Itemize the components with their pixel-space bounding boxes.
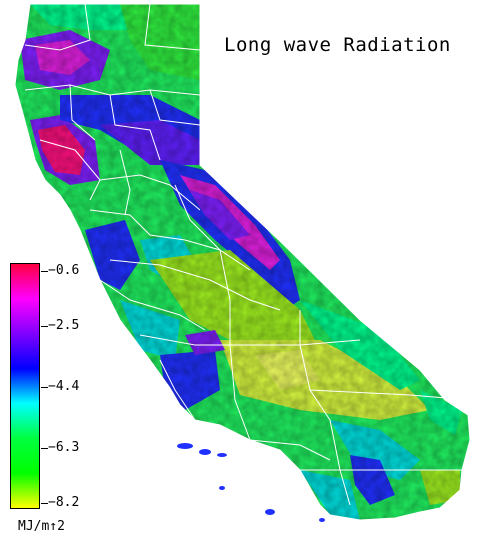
color-scale-bar [10,263,40,509]
county-borders [14,3,471,521]
legend-tick-label: −0.6 [48,263,80,278]
legend-tick [41,503,48,504]
legend-tick-label: −2.5 [48,318,80,333]
legend-tick-label: −6.3 [48,440,80,455]
legend-tick-label: −8.2 [48,495,80,510]
legend-unit: MJ/m↑2 [18,519,65,534]
legend-tick [41,271,48,272]
legend-tick [41,448,48,449]
channel-islands [177,443,325,522]
map-title: Long wave Radiation [224,34,451,56]
legend-tick-label: −4.4 [48,379,80,394]
legend-tick [41,326,48,327]
legend-tick [41,387,48,388]
